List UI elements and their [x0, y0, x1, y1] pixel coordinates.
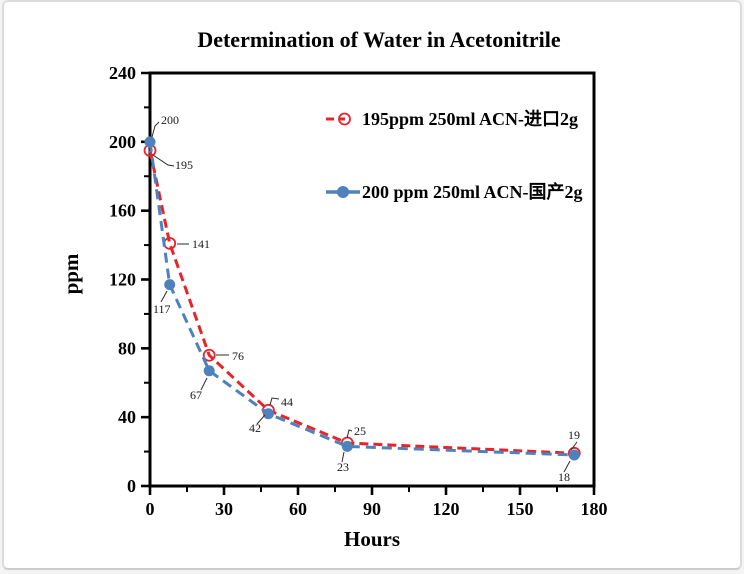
- x-tick-label: 30: [215, 499, 233, 519]
- chart-title: Determination of Water in Acetonitrile: [197, 27, 561, 52]
- point-label-leader-line: [269, 397, 280, 406]
- data-point-filled-circle: [568, 449, 580, 461]
- point-annotations: 195 141 76 44 25 19 200 117 67 42 23 18: [151, 113, 580, 484]
- data-point-filled-circle: [262, 408, 274, 420]
- legend-entry-domestic: 200 ppm 250ml ACN-国产2g: [326, 181, 583, 202]
- y-axis-label: ppm: [59, 253, 83, 294]
- legend-label-domestic: 200 ppm 250ml ACN-国产2g: [362, 181, 583, 202]
- point-label: 200: [161, 113, 179, 127]
- x-tick-label: 180: [581, 499, 608, 519]
- x-axis-label: Hours: [344, 527, 400, 551]
- x-tick-label: 0: [146, 499, 155, 519]
- y-tick-label: 40: [118, 407, 136, 427]
- point-label-leader-line: [570, 441, 578, 451]
- legend-entry-imported: 195ppm 250ml ACN-进口2g: [326, 109, 578, 129]
- point-label-leader-line: [151, 121, 160, 138]
- y-tick-label: 200: [109, 132, 136, 152]
- point-label-leader-line: [160, 290, 168, 303]
- y-tick-label: 0: [127, 476, 136, 496]
- axes: 0 30 60 90 120 150 180 0 40 80 120 160 200 240: [109, 63, 608, 519]
- point-label: 23: [337, 460, 349, 474]
- point-label-leader-line: [256, 414, 266, 425]
- series-line-2: [148, 141, 575, 457]
- data-point-filled-circle: [164, 279, 176, 291]
- legend-marker-open-circle-icon: [338, 112, 351, 126]
- legend-marker-filled-circle-icon: [337, 186, 349, 198]
- point-label-leader-line: [200, 377, 208, 391]
- legend: 195ppm 250ml ACN-进口2g 200 ppm 250ml ACN-…: [326, 109, 583, 202]
- plot-frame: [148, 71, 596, 488]
- x-tick-label: 120: [433, 499, 460, 519]
- data-point-filled-circle: [203, 365, 215, 377]
- point-label: 117: [153, 302, 171, 316]
- x-tick-label: 60: [289, 499, 307, 519]
- x-tick-label: 150: [507, 499, 534, 519]
- point-label: 195: [175, 158, 193, 172]
- data-point-filled-circle: [341, 440, 353, 452]
- point-label-leader-line: [152, 154, 175, 167]
- point-label-leader-line: [341, 451, 345, 463]
- y-tick-label: 80: [118, 338, 136, 358]
- point-label-leader-line: [346, 429, 353, 439]
- point-label: 18: [558, 470, 570, 484]
- chart: Determination of Water in Acetonitrile p…: [59, 27, 608, 551]
- point-label: 44: [281, 395, 293, 409]
- data-series: [143, 136, 581, 461]
- point-label: 42: [249, 421, 261, 435]
- point-label: 141: [192, 237, 210, 251]
- series-line-1: [148, 150, 575, 455]
- point-label-leader-line: [563, 460, 571, 473]
- point-label: 25: [354, 424, 366, 438]
- point-label: 76: [232, 349, 244, 363]
- data-point-open-circle: [202, 348, 216, 362]
- y-tick-label: 160: [109, 201, 136, 221]
- x-tick-label: 90: [363, 499, 381, 519]
- y-tick-label: 120: [109, 270, 136, 290]
- point-label: 19: [568, 428, 580, 442]
- point-label: 67: [190, 388, 202, 402]
- y-tick-label: 240: [109, 63, 136, 83]
- data-point-filled-circle: [144, 136, 156, 148]
- legend-label-imported: 195ppm 250ml ACN-进口2g: [362, 109, 578, 129]
